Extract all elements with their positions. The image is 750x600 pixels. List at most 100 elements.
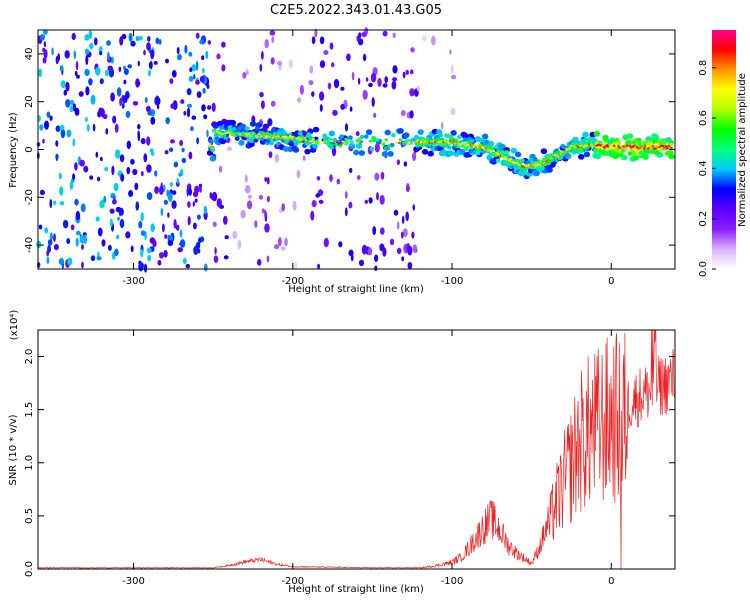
heatmap-cell [533, 170, 540, 177]
heatmap-cell [72, 173, 76, 181]
heatmap-cell [289, 135, 292, 138]
heatmap-cell [288, 59, 293, 68]
heatmap-cell [86, 124, 90, 132]
heatmap-cell [98, 46, 103, 53]
heatmap-cell [51, 47, 54, 56]
heatmap-cell [113, 182, 119, 192]
heatmap-cell [450, 130, 457, 136]
heatmap-cell [169, 78, 174, 84]
heatmap-cell [454, 138, 459, 142]
heatmap-cell [237, 125, 243, 131]
heatmap-cell [582, 131, 589, 138]
heatmap-cell [190, 126, 194, 132]
heatmap-cell [221, 41, 226, 48]
heatmap-cell [532, 157, 538, 162]
heatmap-cell [664, 145, 668, 148]
heatmap-cell [140, 212, 144, 222]
heatmap-cell [542, 161, 546, 165]
heatmap-cell [146, 136, 151, 146]
heatmap-cell [332, 137, 338, 143]
heatmap-cell [650, 146, 653, 149]
heatmap-cell [367, 247, 373, 256]
heatmap-cell [155, 37, 160, 45]
heatmap-ytick-label: 20 [24, 95, 35, 108]
heatmap-cell [216, 53, 221, 60]
heatmap-cell [193, 74, 196, 80]
heatmap-cell [160, 207, 164, 216]
heatmap-cell [504, 150, 510, 155]
heatmap-cell [362, 89, 368, 100]
heatmap-cell [485, 146, 488, 150]
heatmap-cell [374, 265, 378, 272]
heatmap-cell [575, 147, 579, 151]
heatmap-cell [107, 51, 110, 61]
heatmap-cell [275, 137, 280, 142]
heatmap-cell [457, 134, 462, 140]
heatmap-cell [84, 34, 90, 41]
heatmap-cell [387, 151, 394, 157]
heatmap-cell [278, 132, 283, 136]
heatmap-cell [398, 138, 403, 142]
heatmap-cell [42, 47, 46, 53]
heatmap-cell [121, 103, 125, 109]
heatmap-cell [350, 140, 354, 144]
heatmap-cell [85, 55, 89, 66]
heatmap-cell [330, 143, 334, 147]
heatmap-cell [254, 220, 258, 228]
heatmap-cell [298, 140, 303, 144]
heatmap-cell [636, 148, 641, 152]
heatmap-cell [114, 248, 119, 257]
heatmap-cell [140, 171, 144, 177]
heatmap-cell [667, 144, 670, 148]
heatmap-cell [221, 64, 226, 72]
heatmap-cell [618, 149, 622, 153]
heatmap-cell [311, 138, 315, 141]
heatmap-cell [270, 57, 275, 65]
heatmap-cell [73, 50, 77, 60]
heatmap-cell [568, 147, 571, 150]
heatmap-cell [365, 129, 373, 136]
heatmap-cell [53, 200, 57, 205]
heatmap-cell [661, 144, 665, 148]
heatmap-cell [122, 95, 128, 103]
heatmap-cell [319, 91, 325, 101]
heatmap-cell [170, 139, 175, 144]
figure-title: C2E5.2022.343.01.43.G05 [270, 3, 442, 18]
heatmap-cell [167, 192, 173, 202]
heatmap-cell [391, 80, 397, 90]
heatmap-cell [95, 216, 100, 222]
heatmap-cell [209, 139, 214, 144]
heatmap-cell [631, 151, 637, 157]
heatmap-cell [643, 149, 649, 154]
heatmap-cell [244, 174, 248, 183]
heatmap-cell [62, 219, 69, 229]
snr-ytick-label: 0.5 [24, 508, 35, 524]
heatmap-cell [604, 151, 610, 156]
heatmap-cell [202, 87, 206, 94]
colorbar: 0.0 0.2 0.4 0.6 0.8 Normalized spectral ampl… [698, 30, 748, 277]
heatmap-cell [522, 170, 528, 176]
heatmap-cell [487, 140, 495, 147]
heatmap-cell [49, 232, 53, 241]
heatmap-cell [345, 191, 348, 199]
heatmap-cell [258, 194, 264, 200]
heatmap-cell [74, 107, 80, 116]
heatmap-cell [349, 142, 355, 148]
heatmap-cell [120, 173, 125, 182]
heatmap-cell [125, 231, 131, 239]
heatmap-cell [46, 256, 50, 264]
heatmap-cell [59, 65, 64, 72]
heatmap-cell [74, 71, 78, 76]
snr-ytick-label: 1.0 [24, 455, 35, 471]
heatmap-cell [546, 167, 553, 173]
heatmap-cell [387, 144, 391, 148]
heatmap-cell [165, 117, 170, 125]
heatmap-cell [333, 140, 337, 143]
heatmap-cell [127, 64, 132, 69]
heatmap-cell [163, 250, 168, 258]
heatmap-cell [138, 35, 143, 41]
heatmap-cell [85, 86, 90, 96]
heatmap-cell [128, 32, 133, 42]
heatmap-cell [358, 150, 366, 156]
heatmap-cell [235, 131, 239, 135]
